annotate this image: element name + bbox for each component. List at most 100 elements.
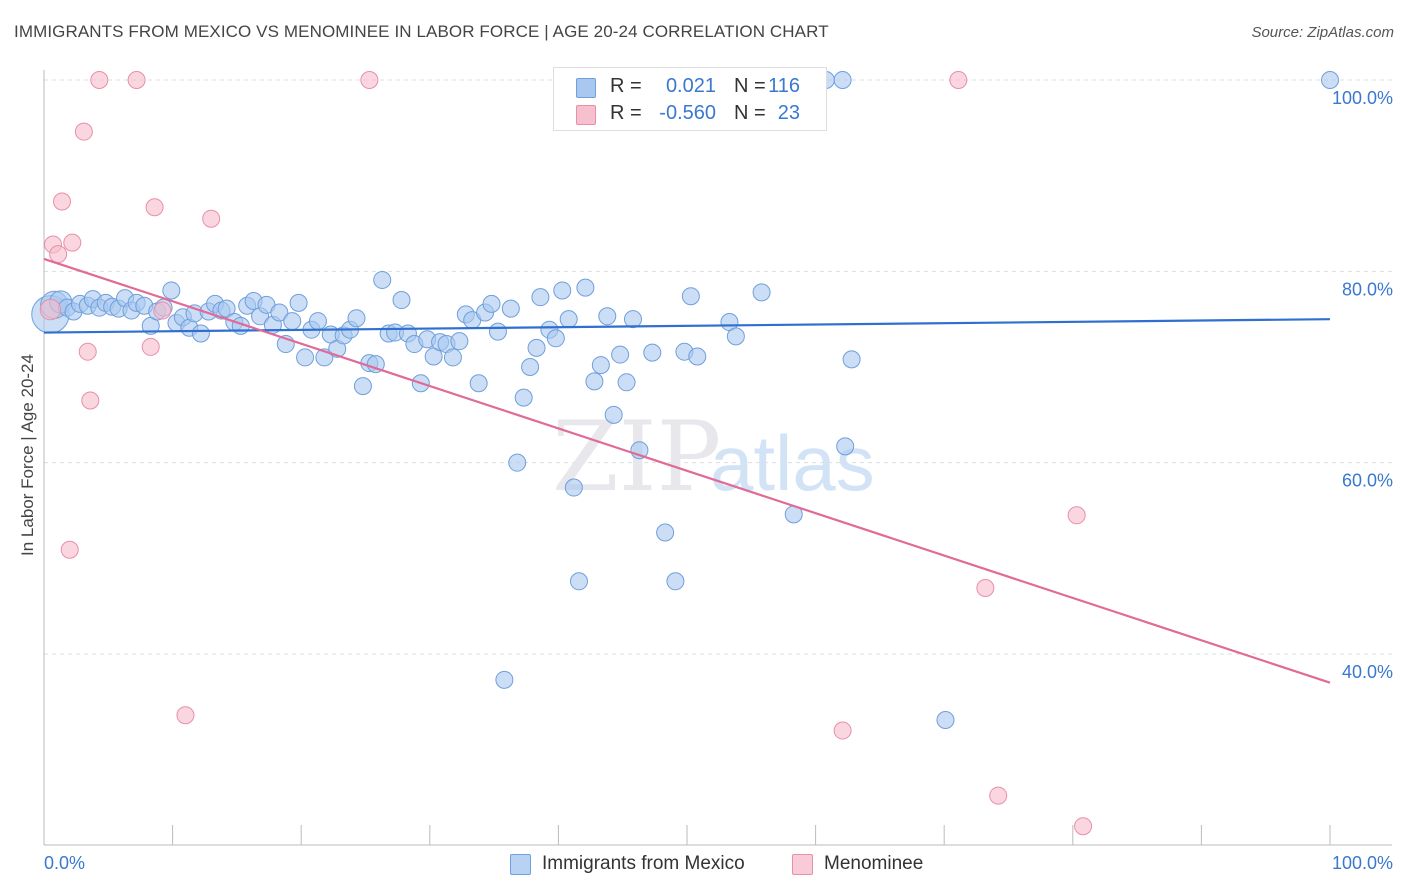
point-mexico bbox=[585, 372, 604, 391]
point-menominee bbox=[1067, 506, 1086, 525]
point-mexico bbox=[217, 299, 236, 318]
watermark: ZIP atlas bbox=[552, 401, 875, 513]
point-mexico bbox=[681, 287, 700, 306]
point-menominee bbox=[949, 71, 968, 89]
point-menominee bbox=[989, 786, 1008, 805]
point-mexico bbox=[469, 374, 488, 393]
correlation-legend: R = 0.021 N = 116 R = -0.560 N = 23 bbox=[553, 67, 827, 131]
point-mexico bbox=[617, 373, 636, 392]
point-mexico bbox=[296, 348, 315, 367]
point-mexico bbox=[283, 312, 302, 331]
point-menominee bbox=[39, 298, 62, 321]
point-mexico bbox=[162, 281, 181, 300]
point-menominee bbox=[360, 71, 379, 89]
point-mexico bbox=[308, 312, 327, 331]
point-menominee bbox=[90, 71, 109, 89]
y-axis-title: In Labor Force | Age 20-24 bbox=[18, 354, 37, 556]
point-mexico bbox=[569, 572, 588, 591]
legend-row-mexico: R = 0.021 N = 116 bbox=[554, 74, 826, 100]
y-tick-label: 80.0% bbox=[1342, 279, 1393, 299]
point-menominee bbox=[976, 578, 995, 597]
point-mexico bbox=[726, 327, 745, 346]
chart-title: IMMIGRANTS FROM MEXICO VS MENOMINEE IN L… bbox=[14, 22, 829, 41]
trendline-menominee bbox=[43, 257, 1331, 684]
point-mexico bbox=[564, 478, 583, 497]
y-tick-label: 40.0% bbox=[1342, 662, 1393, 682]
point-menominee bbox=[74, 122, 93, 141]
point-mexico bbox=[366, 355, 385, 374]
point-mexico bbox=[482, 294, 501, 313]
point-mexico bbox=[546, 329, 565, 348]
legend-swatch-mexico bbox=[576, 78, 596, 98]
legend-r-value: -0.560 bbox=[659, 102, 716, 124]
legend-r-value: 0.021 bbox=[665, 75, 716, 97]
legend-swatch-mexico bbox=[510, 854, 531, 875]
point-mexico bbox=[521, 358, 540, 376]
legend-n-value: 23 bbox=[777, 102, 800, 124]
point-mexico bbox=[836, 437, 855, 456]
point-mexico bbox=[531, 288, 550, 307]
legend-n-label: N = bbox=[734, 75, 766, 97]
point-mexico bbox=[347, 309, 366, 328]
point-menominee bbox=[78, 342, 97, 361]
point-mexico bbox=[495, 670, 514, 689]
point-mexico bbox=[353, 377, 372, 396]
point-menominee bbox=[833, 721, 852, 740]
point-menominee bbox=[202, 209, 221, 228]
point-mexico bbox=[604, 405, 623, 424]
chart-source: Source: ZipAtlas.com bbox=[1251, 24, 1394, 41]
point-menominee bbox=[141, 337, 160, 356]
point-menominee bbox=[145, 198, 164, 217]
point-mexico bbox=[842, 350, 861, 369]
axis-layer bbox=[43, 70, 1392, 846]
x-tick-label: 100.0% bbox=[1332, 853, 1393, 873]
point-mexico bbox=[576, 278, 595, 297]
point-mexico bbox=[666, 572, 685, 591]
y-tick-label: 100.0% bbox=[1332, 88, 1393, 108]
point-mexico bbox=[270, 303, 289, 322]
point-mexico bbox=[450, 332, 469, 351]
point-menominee bbox=[63, 233, 82, 252]
y-tick-label: 60.0% bbox=[1342, 471, 1393, 491]
point-mexico bbox=[598, 307, 617, 326]
legend-swatch-menominee bbox=[576, 105, 596, 125]
point-mexico bbox=[443, 348, 462, 367]
point-mexico bbox=[289, 293, 308, 312]
point-menominee bbox=[81, 391, 100, 410]
legend-row-menominee: R = -0.560 N = 23 bbox=[554, 101, 826, 127]
point-mexico bbox=[527, 338, 546, 357]
legend-n-value: 116 bbox=[768, 75, 800, 97]
point-mexico bbox=[591, 356, 610, 375]
point-menominee bbox=[53, 192, 72, 211]
point-menominee bbox=[60, 540, 79, 559]
point-mexico bbox=[392, 291, 411, 310]
point-mexico bbox=[1321, 71, 1339, 89]
point-mexico bbox=[656, 523, 675, 542]
point-mexico bbox=[553, 281, 572, 300]
trend-layer bbox=[43, 257, 1331, 684]
x-tick-label: 0.0% bbox=[44, 853, 85, 873]
legend-n-label: N = bbox=[734, 102, 766, 124]
point-mexico bbox=[688, 347, 707, 366]
point-menominee bbox=[176, 706, 195, 725]
point-mexico bbox=[191, 324, 210, 343]
legend-swatch-menominee bbox=[792, 854, 813, 875]
point-mexico bbox=[501, 299, 520, 318]
point-menominee bbox=[49, 245, 68, 264]
point-mexico bbox=[611, 345, 630, 364]
point-mexico bbox=[623, 310, 642, 329]
point-mexico bbox=[373, 270, 392, 289]
series-legend: Immigrants from Mexico Menominee bbox=[0, 850, 1406, 878]
legend-label-menominee: Menominee bbox=[824, 853, 924, 874]
grid-layer bbox=[44, 79, 1392, 655]
point-mexico bbox=[643, 343, 662, 362]
point-mexico bbox=[508, 453, 527, 472]
legend-r-label: R = bbox=[610, 102, 642, 124]
point-menominee bbox=[1074, 817, 1093, 836]
point-menominee bbox=[153, 301, 172, 320]
legend-r-label: R = bbox=[610, 75, 642, 97]
point-mexico bbox=[936, 711, 955, 730]
point-menominee bbox=[127, 71, 146, 89]
point-mexico bbox=[488, 322, 507, 341]
